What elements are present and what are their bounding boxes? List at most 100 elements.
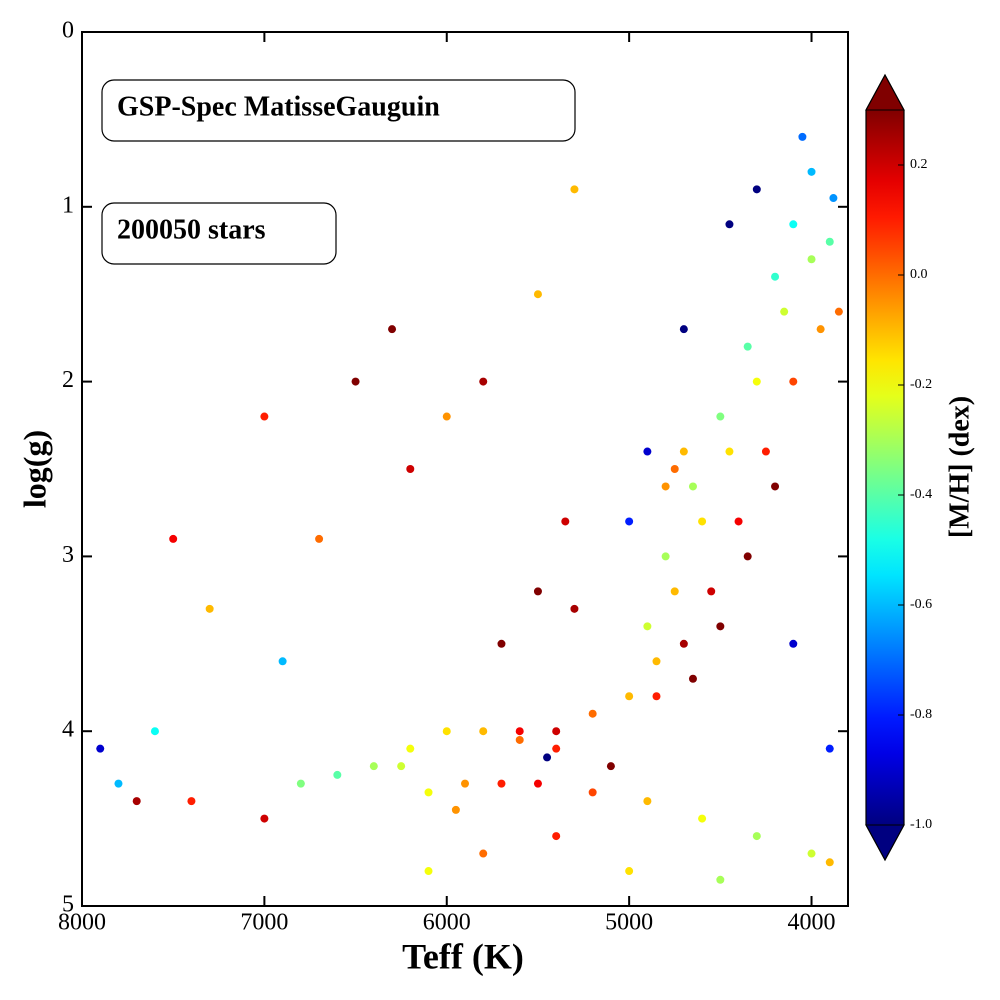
x-tick-label: 8000 — [58, 910, 106, 936]
annotation-box — [101, 202, 337, 265]
star-point — [260, 412, 269, 421]
star-point — [734, 517, 743, 526]
star-point — [278, 657, 287, 666]
star-point — [661, 552, 670, 561]
star-point — [205, 604, 214, 613]
star-point — [606, 762, 615, 771]
star-point — [625, 517, 634, 526]
star-point — [798, 132, 807, 141]
colorbar-tick-label: -0.8 — [910, 707, 932, 722]
y-tick-label: 4 — [62, 717, 74, 743]
star-point — [698, 814, 707, 823]
star-point — [533, 779, 542, 788]
star-point — [333, 770, 342, 779]
star-point — [652, 657, 661, 666]
star-point — [789, 377, 798, 386]
star-point — [552, 832, 561, 841]
star-point — [515, 735, 524, 744]
star-point — [451, 805, 460, 814]
star-point — [114, 779, 123, 788]
star-point — [260, 814, 269, 823]
star-point — [652, 692, 661, 701]
star-point — [716, 875, 725, 884]
star-point — [752, 377, 761, 386]
colorbar-extend — [865, 73, 905, 111]
star-point — [789, 639, 798, 648]
star-point — [771, 482, 780, 491]
star-point — [479, 727, 488, 736]
star-point — [588, 788, 597, 797]
star-point — [661, 482, 670, 491]
star-point — [515, 727, 524, 736]
x-tick-label: 7000 — [240, 910, 288, 936]
annotation-box — [101, 79, 576, 142]
star-point — [807, 849, 816, 858]
star-point — [369, 762, 378, 771]
star-point — [552, 727, 561, 736]
star-point — [588, 709, 597, 718]
plot-frame — [81, 31, 849, 907]
x-tick-label: 4000 — [788, 910, 836, 936]
star-point — [716, 412, 725, 421]
star-point — [296, 779, 305, 788]
star-point — [625, 867, 634, 876]
star-point — [761, 447, 770, 456]
y-tick-label: 2 — [62, 367, 74, 393]
star-point — [424, 867, 433, 876]
star-point — [497, 779, 506, 788]
star-point — [461, 779, 469, 788]
star-point — [424, 788, 433, 797]
colorbar-extend — [865, 824, 905, 862]
star-point — [670, 465, 679, 473]
y-tick-label: 1 — [62, 192, 74, 218]
colorbar-label: [M/H] (dex) — [944, 396, 975, 538]
star-point — [789, 220, 798, 229]
star-point — [825, 237, 834, 246]
star-point — [570, 185, 579, 194]
star-point — [688, 674, 697, 683]
star-point — [716, 622, 725, 631]
star-point — [533, 587, 542, 596]
star-point — [406, 465, 415, 473]
star-point — [533, 290, 542, 299]
x-tick-label: 6000 — [423, 910, 471, 936]
colorbar-tick-label: -0.2 — [910, 377, 932, 392]
star-point — [552, 744, 561, 753]
y-tick-label: 5 — [62, 892, 74, 918]
star-point — [388, 325, 397, 334]
star-point — [187, 797, 196, 806]
star-point — [829, 194, 838, 203]
star-point — [670, 587, 679, 596]
colorbar-tick-label: -0.4 — [910, 487, 932, 502]
star-point — [825, 858, 834, 867]
star-point — [816, 325, 825, 334]
star-point — [643, 622, 652, 631]
star-point — [570, 604, 579, 613]
star-point — [643, 447, 652, 456]
star-point — [679, 325, 688, 334]
star-point — [442, 412, 451, 421]
star-point — [834, 307, 843, 316]
x-axis-label: Teff (K) — [402, 936, 524, 976]
points — [96, 132, 843, 884]
star-point — [315, 534, 324, 543]
star-point — [406, 744, 415, 753]
star-point — [679, 639, 688, 648]
star-point — [479, 377, 488, 386]
star-point — [807, 255, 816, 264]
star-point — [132, 797, 141, 806]
star-point — [807, 167, 816, 176]
star-point — [397, 762, 406, 771]
y-tick-label: 3 — [62, 542, 74, 568]
star-point — [752, 832, 761, 841]
star-point — [752, 185, 761, 194]
star-point — [442, 727, 451, 736]
star-point — [707, 587, 716, 596]
star-point — [351, 377, 360, 386]
star-point — [150, 727, 159, 736]
colorbar-tick-label: 0.0 — [910, 267, 928, 282]
star-point — [780, 307, 789, 316]
star-point — [725, 447, 734, 456]
y-tick-label: 0 — [62, 18, 74, 44]
